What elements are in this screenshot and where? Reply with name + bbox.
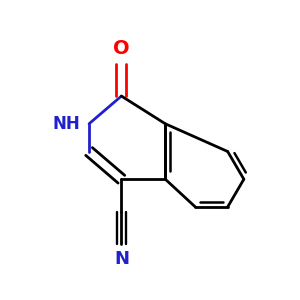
Text: NH: NH	[52, 115, 80, 133]
Text: O: O	[113, 39, 130, 58]
Text: N: N	[114, 250, 129, 268]
